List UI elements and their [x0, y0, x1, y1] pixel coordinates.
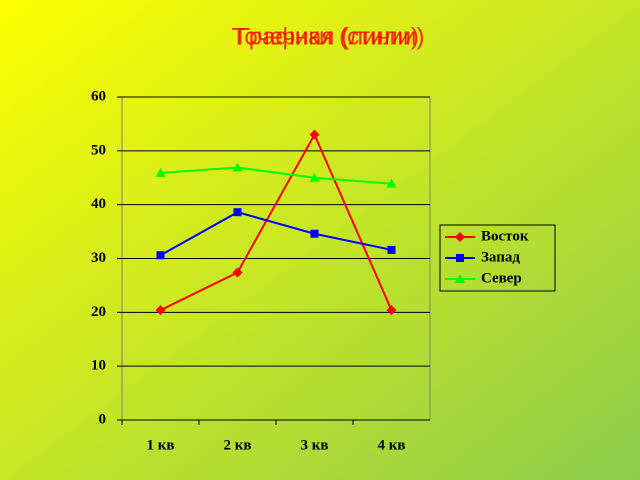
legend-box: [439, 224, 556, 292]
y-tick-label: 60: [91, 88, 106, 104]
data-point: [155, 305, 166, 316]
data-point: [310, 229, 319, 238]
legend-label: Север: [481, 270, 522, 286]
data-point: [156, 251, 165, 260]
data-point: [309, 129, 320, 140]
data-point: [386, 178, 397, 188]
legend-marker: [456, 254, 464, 262]
series-line: [160, 166, 392, 185]
data-point: [233, 208, 242, 217]
data-point: [386, 305, 397, 316]
legend-label: Запад: [481, 249, 520, 265]
x-tick-label: 3 кв: [301, 437, 329, 453]
data-point: [232, 267, 243, 278]
y-tick-label: 50: [91, 142, 106, 158]
data-point: [155, 167, 166, 177]
y-tick-label: 0: [99, 411, 107, 427]
x-tick-label: 1 кв: [147, 437, 175, 453]
legend-marker: [455, 274, 465, 283]
legend-label: Восток: [481, 228, 529, 244]
x-tick-label: 2 кв: [224, 437, 252, 453]
chart-title: Графики (стили): [237, 23, 419, 50]
y-tick-label: 40: [91, 196, 106, 212]
x-tick-label: 4 кв: [378, 437, 406, 453]
data-point: [232, 162, 243, 172]
data-point: [309, 172, 320, 182]
series-line: [160, 211, 392, 257]
y-tick-label: 20: [91, 304, 106, 320]
series-line: [160, 132, 393, 312]
legend-marker: [455, 232, 465, 242]
data-point: [387, 245, 396, 254]
y-tick-label: 10: [91, 358, 106, 374]
y-tick-label: 30: [91, 250, 106, 266]
chart-title: Точечная (линии): [232, 23, 425, 50]
